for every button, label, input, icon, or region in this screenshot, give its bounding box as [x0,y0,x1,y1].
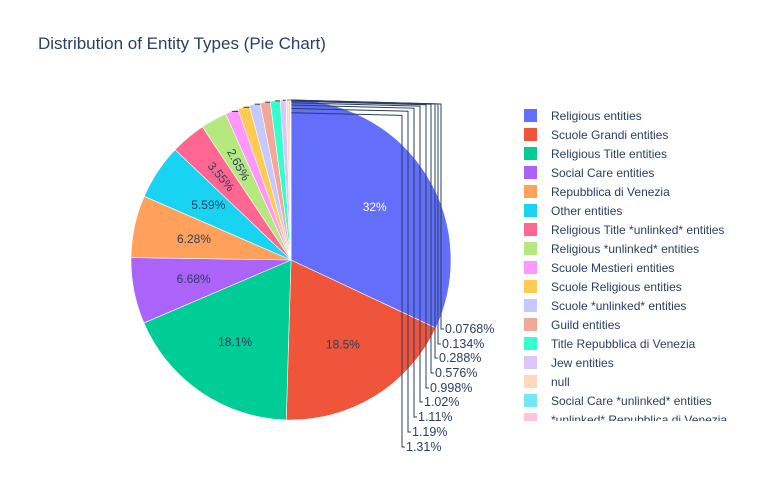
legend-item-0[interactable]: Religious entities [524,106,770,125]
legend-label: Other entities [551,203,623,218]
pie-slice-1[interactable] [285,259,437,421]
legend-swatch [524,109,537,122]
pie-slice-leader-9 [243,106,411,433]
pie-slice-label-10: 1.11% [418,410,453,424]
legend-swatch [524,261,537,274]
pie-slice-label-14: 0.288% [439,351,481,365]
pie-slice-label-1: 18.5% [326,338,360,352]
pie-slice-leader-16 [290,99,444,330]
legend-item-7[interactable]: Religious *unlinked* entities [524,239,770,258]
pie-slice-label-16: 0.0768% [445,322,494,336]
legend-swatch [524,375,537,388]
pie-slice-label-11: 1.02% [424,395,459,409]
legend-label: Religious Title *unlinked* entities [551,222,725,237]
chart-title: Distribution of Entity Types (Pie Chart) [38,34,326,53]
pie-slice-label-8: 1.31% [406,440,441,454]
legend-swatch [524,337,537,350]
legend-label: Religious *unlinked* entities [551,241,700,256]
legend-label: null [551,374,570,389]
pie-slice-label-12: 0.998% [430,381,472,395]
legend-item-11[interactable]: Guild entities [524,315,770,334]
legend-swatch [524,394,537,407]
pie-slice-2[interactable] [143,259,292,421]
legend-item-10[interactable]: Scuole *unlinked* entities [524,296,770,315]
legend-label: Title Repubblica di Venezia [551,336,696,351]
legend-label: Scuole *unlinked* entities [551,298,687,313]
pie-slice-label-4: 6.28% [177,232,211,246]
legend-label: *unlinked* Repubblica di Venezia [551,412,728,422]
legend-label: Religious entities [551,108,642,123]
legend-label: Scuole Mestieri entities [551,260,675,275]
pie-slice-label-15: 0.134% [442,337,484,351]
legend-label: Scuole Grandi entities [551,127,669,142]
legend-swatch [524,318,537,331]
pie-slice-label-2: 18.1% [218,335,252,349]
chart-legend[interactable]: Religious entities Scuole Grandi entities… [524,106,770,421]
pie-slice-leader-12 [275,100,429,389]
legend-label: Scuole Religious entities [551,279,682,294]
legend-item-8[interactable]: Scuole Mestieri entities [524,258,770,277]
legend-item-13[interactable]: Jew entities [524,353,770,372]
legend-label: Social Care *unlinked* entities [551,393,712,408]
legend-label: Social Care entities [551,165,655,180]
legend-item-12[interactable]: Title Repubblica di Venezia [524,334,770,353]
legend-label: Religious Title entities [551,146,668,161]
legend-swatch [524,356,537,369]
legend-label: Guild entities [551,317,621,332]
legend-item-9[interactable]: Scuole Religious entities [524,277,770,296]
pie-slice-label-13: 0.576% [435,366,477,380]
legend-swatch [524,185,537,198]
legend-swatch [524,223,537,236]
pie-slice-label-9: 1.19% [412,425,447,439]
legend-item-1[interactable]: Scuole Grandi entities [524,125,770,144]
legend-item-5[interactable]: Other entities [524,201,770,220]
legend-swatch [524,299,537,312]
pie-slice-label-5: 5.59% [191,198,225,212]
legend-swatch [524,280,537,293]
pie-slice-label-3: 6.68% [177,272,211,286]
pie-slice-leader-10 [254,103,417,418]
legend-item-14[interactable]: null [524,372,770,391]
legend-label: Jew entities [551,355,614,370]
legend-item-15[interactable]: Social Care *unlinked* entities [524,391,770,410]
pie-slice-label-0: 32% [363,200,387,214]
pie-slice-leader-8 [231,110,405,448]
legend-item-3[interactable]: Social Care entities [524,163,770,182]
legend-item-6[interactable]: Religious Title *unlinked* entities [524,220,770,239]
legend-item-16[interactable]: *unlinked* Repubblica di Venezia [524,410,770,421]
legend-swatch [524,147,537,160]
legend-item-4[interactable]: Repubblica di Venezia [524,182,770,201]
legend-swatch [524,242,537,255]
legend-swatch [524,166,537,179]
legend-item-2[interactable]: Religious Title entities [524,144,770,163]
legend-swatch [524,413,537,421]
pie-slice-leader-11 [265,101,423,403]
legend-swatch [524,128,537,141]
legend-label: Repubblica di Venezia [551,184,670,199]
legend-swatch [524,204,537,217]
